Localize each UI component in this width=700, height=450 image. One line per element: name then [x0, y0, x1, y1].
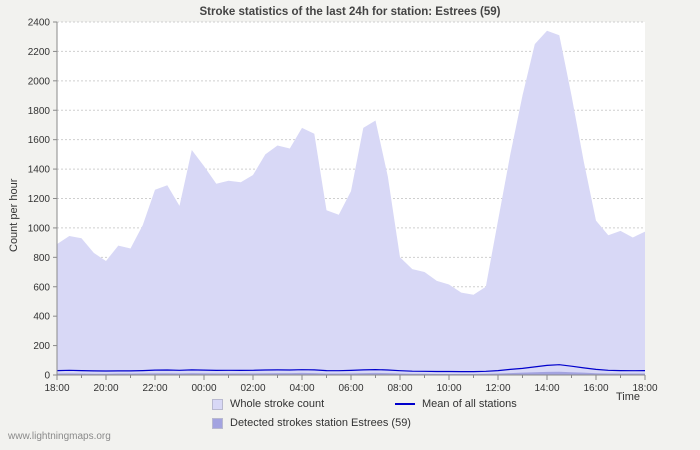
svg-text:00:00: 00:00: [191, 383, 216, 394]
svg-text:04:00: 04:00: [289, 383, 314, 394]
svg-text:2400: 2400: [28, 18, 51, 29]
svg-text:02:00: 02:00: [240, 383, 265, 394]
svg-text:12:00: 12:00: [485, 383, 510, 394]
svg-text:800: 800: [33, 253, 50, 264]
legend-item-detected-strokes: Detected strokes station Estrees (59): [212, 417, 411, 429]
svg-text:1200: 1200: [28, 194, 51, 205]
svg-text:1800: 1800: [28, 106, 51, 117]
watermark: www.lightningmaps.org: [8, 431, 111, 442]
legend-swatch-whole-stroke-count: [212, 398, 223, 410]
svg-text:08:00: 08:00: [387, 383, 412, 394]
x-axis-label: Time: [616, 391, 641, 403]
svg-text:22:00: 22:00: [142, 383, 167, 394]
legend-item-mean-of-all-stations: Mean of all stations: [395, 398, 517, 410]
svg-text:1600: 1600: [28, 135, 51, 146]
svg-text:0: 0: [44, 371, 50, 382]
svg-text:2200: 2200: [28, 47, 51, 58]
legend-label-mean-of-all-stations: Mean of all stations: [422, 398, 517, 410]
svg-text:14:00: 14:00: [534, 383, 559, 394]
svg-text:1400: 1400: [28, 165, 51, 176]
legend-line-mean: [395, 403, 415, 405]
svg-text:600: 600: [33, 282, 50, 293]
legend-item-whole-stroke-count: Whole stroke count: [212, 398, 324, 410]
svg-text:10:00: 10:00: [436, 383, 461, 394]
svg-text:1000: 1000: [28, 223, 51, 234]
legend-label-whole-stroke-count: Whole stroke count: [230, 398, 325, 410]
legend-swatch-detected-strokes: [212, 417, 223, 429]
legend-label-detected-strokes: Detected strokes station Estrees (59): [230, 417, 411, 429]
svg-text:18:00: 18:00: [44, 383, 69, 394]
y-axis-label: Count per hour: [8, 178, 20, 252]
svg-text:2000: 2000: [28, 76, 51, 87]
svg-text:200: 200: [33, 341, 50, 352]
chart-title: Stroke statistics of the last 24h for st…: [199, 6, 501, 18]
svg-text:20:00: 20:00: [93, 383, 118, 394]
svg-text:18:00: 18:00: [632, 383, 657, 394]
svg-text:400: 400: [33, 312, 50, 323]
svg-text:16:00: 16:00: [583, 383, 608, 394]
svg-text:06:00: 06:00: [338, 383, 363, 394]
